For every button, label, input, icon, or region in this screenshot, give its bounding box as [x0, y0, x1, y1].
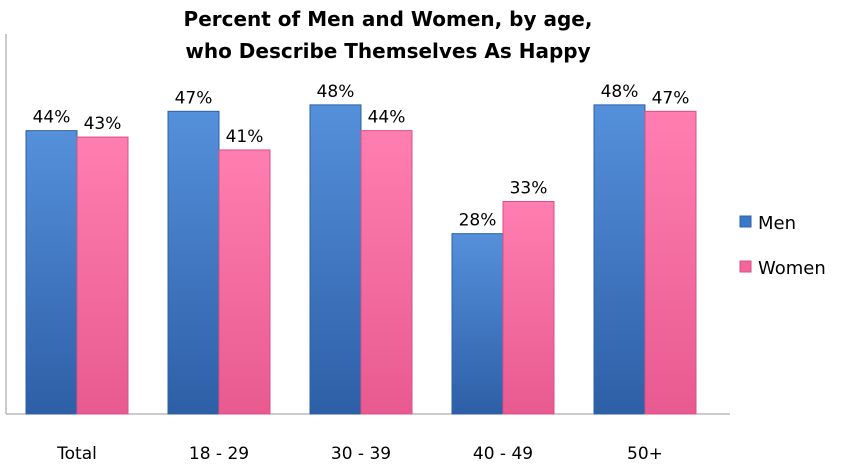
category-label-3: 40 - 49 — [473, 444, 533, 464]
data-label-men-1: 47% — [175, 88, 213, 108]
legend-swatch-men — [739, 215, 752, 228]
data-label-women-4: 47% — [652, 88, 690, 108]
bar-men-1 — [167, 110, 220, 415]
bar-men-0 — [25, 130, 78, 415]
legend-label-men: Men — [758, 213, 796, 234]
data-labels-layer: 44% 43% 47% 41% 48% 44% 28% 33% 48% 47% — [33, 82, 690, 231]
bar-men-3 — [451, 233, 504, 415]
bar-women-4 — [644, 110, 697, 415]
data-label-women-0: 43% — [84, 114, 122, 134]
bars-layer — [25, 104, 697, 415]
data-label-men-4: 48% — [601, 82, 639, 102]
category-labels-layer: Total 18 - 29 30 - 39 40 - 49 50+ — [56, 444, 663, 464]
chart-title-line-2: who Describe Themselves As Happy — [185, 39, 590, 63]
data-label-women-1: 41% — [226, 127, 264, 147]
category-label-4: 50+ — [627, 444, 663, 464]
bar-women-1 — [218, 149, 271, 415]
bar-women-3 — [502, 200, 555, 415]
legend-label-women: Women — [758, 258, 826, 279]
data-label-women-2: 44% — [368, 108, 406, 128]
bar-women-2 — [360, 130, 413, 415]
data-label-women-3: 33% — [510, 178, 548, 198]
bar-men-4 — [593, 104, 646, 415]
chart-title-line-1: Percent of Men and Women, by age, — [184, 7, 593, 31]
category-label-1: 18 - 29 — [189, 444, 249, 464]
legend: Men Women — [739, 213, 826, 279]
data-label-men-3: 28% — [459, 211, 497, 231]
category-label-2: 30 - 39 — [331, 444, 391, 464]
bar-men-2 — [309, 104, 362, 415]
legend-swatch-women — [739, 260, 752, 273]
category-label-0: Total — [56, 444, 97, 464]
bar-women-0 — [76, 136, 129, 415]
data-label-men-0: 44% — [33, 108, 71, 128]
data-label-men-2: 48% — [317, 82, 355, 102]
